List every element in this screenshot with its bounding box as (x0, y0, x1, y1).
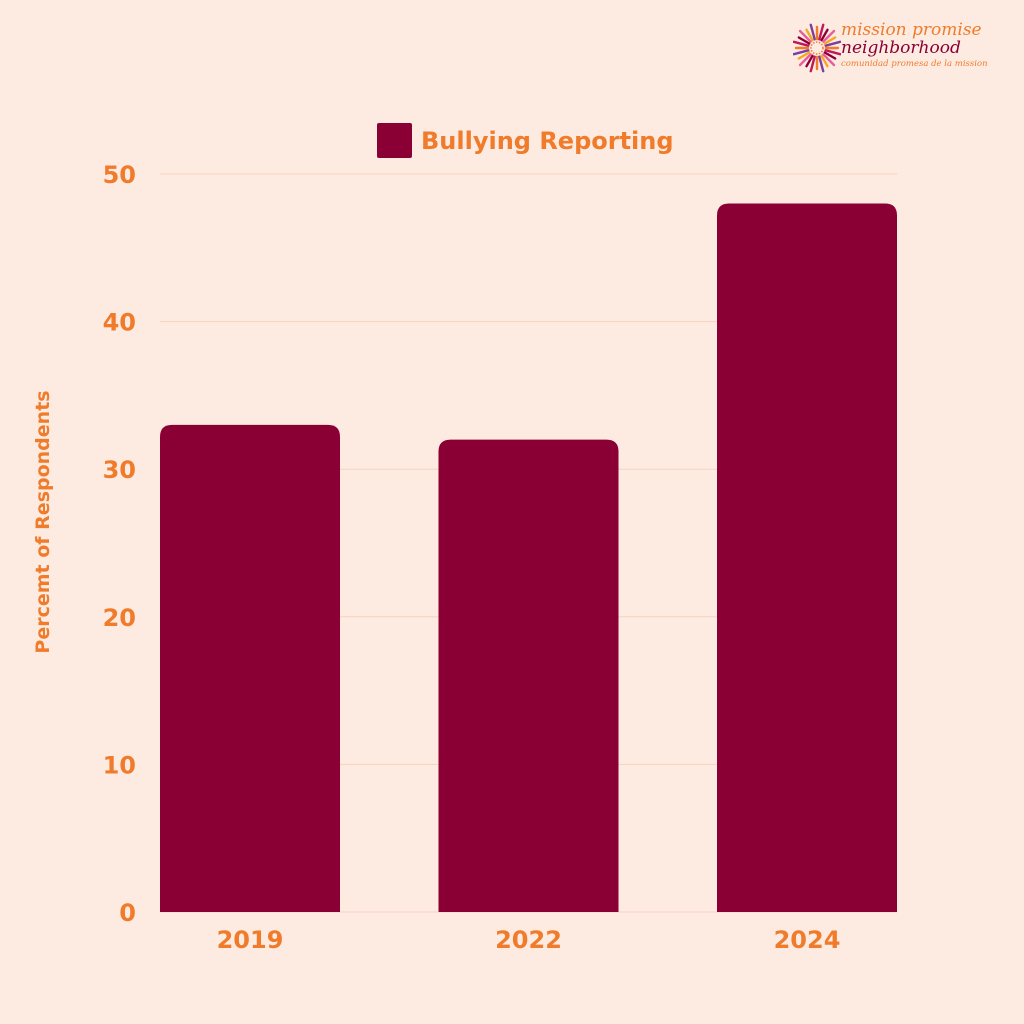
sunburst-ray (797, 36, 811, 45)
y-tick-label: 20 (103, 604, 136, 632)
sunburst-ray (805, 28, 814, 42)
sunburst-ray (820, 54, 829, 68)
legend-swatch (377, 123, 412, 158)
sunburst-ray (818, 23, 825, 41)
y-tick-label: 50 (103, 161, 136, 189)
sunburst-ray (793, 49, 810, 56)
x-category-label: 2022 (495, 926, 562, 954)
y-tick-label: 0 (119, 899, 136, 927)
sunburst-ray (822, 53, 836, 67)
bar-2022 (438, 439, 619, 912)
y-axis-label: Percemt of Respondents (32, 390, 54, 653)
x-axis-categories: 2019 2022 2024 (217, 926, 841, 954)
bars (160, 203, 897, 912)
x-category-label: 2024 (774, 926, 841, 954)
brand-line-2: neighborhood (841, 38, 961, 58)
sunburst-ray (824, 40, 841, 47)
brand-line-1: mission promise (841, 20, 982, 40)
sunburst-ray (805, 54, 814, 68)
legend: Bullying Reporting (377, 123, 674, 158)
sunburst-ray (797, 51, 811, 60)
sunburst-ray (824, 49, 841, 56)
bar-2024 (717, 203, 897, 912)
sunburst-ray (809, 55, 816, 73)
sunburst-core (810, 41, 824, 55)
sunburst-ray (809, 23, 816, 41)
bar-2019 (160, 424, 340, 912)
brand-line-3: comunidad promesa de la mission (841, 59, 988, 69)
sunburst-logo-icon (793, 23, 841, 73)
x-category-label: 2019 (217, 926, 284, 954)
sunburst-ray (793, 40, 810, 47)
sunburst-ray (823, 51, 837, 60)
sunburst-ray (798, 29, 812, 43)
sunburst-ray (822, 29, 836, 43)
y-tick-label: 40 (103, 309, 136, 337)
sunburst-ray (820, 28, 829, 42)
sunburst-ray (818, 55, 825, 73)
y-axis-ticks: 0 10 20 30 40 50 (103, 161, 136, 927)
sunburst-ray (823, 36, 837, 45)
y-tick-label: 30 (103, 456, 136, 484)
legend-label: Bullying Reporting (421, 127, 674, 155)
sunburst-ray (798, 53, 812, 67)
brand-logo: mission promise neighborhood comunidad p… (793, 20, 998, 76)
y-tick-label: 10 (103, 751, 136, 779)
